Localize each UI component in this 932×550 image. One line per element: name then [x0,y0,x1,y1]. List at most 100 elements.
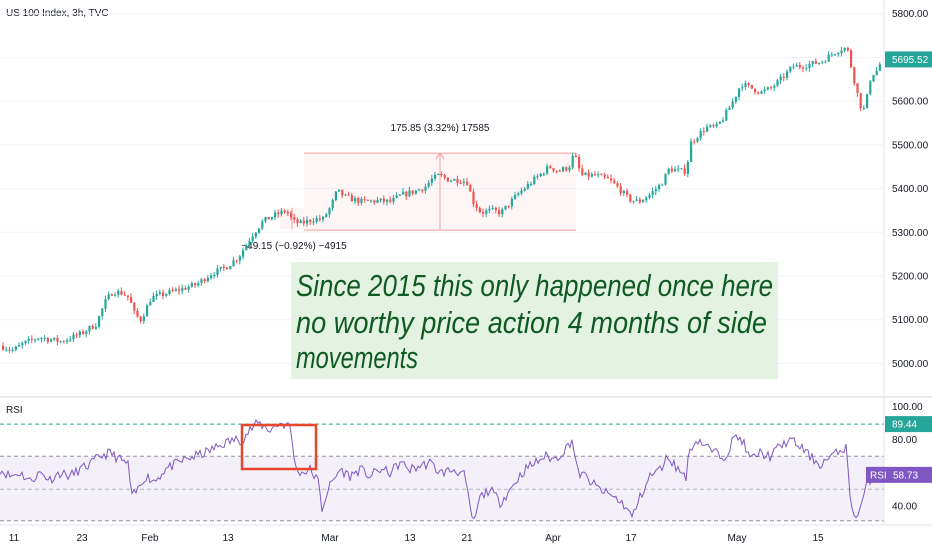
candle-body [264,217,267,222]
candle-body [763,89,766,92]
candle-body [549,166,552,169]
candle-body [357,198,360,204]
candle-body [296,219,299,223]
candle-body [120,290,123,295]
candle-body [866,94,869,108]
candle-body [136,310,139,317]
candle-body [235,260,238,262]
annotation-line-1: Since 2015 this only happened once here [296,268,773,303]
candle-body [139,316,142,322]
candle-body [600,174,603,176]
candle-body [190,283,193,287]
candle-body [501,209,504,215]
candle-body [520,190,523,194]
candle-body [14,346,17,350]
candle-body [683,168,686,174]
time-tick-label: Mar [321,533,339,544]
candle-body [482,212,485,214]
candle-body [78,331,81,336]
candle-body [280,210,283,215]
candle-body [606,176,609,179]
candle-body [434,174,437,179]
candle-body [597,174,600,176]
annotation-line-3: movements [296,340,418,375]
candle-body [779,76,782,81]
candle-body [437,174,440,176]
candle-body [210,275,213,278]
candle-body [267,217,270,220]
candle-body [350,195,353,202]
candle-body [114,294,117,296]
candle-body [181,287,184,291]
candle-body [254,232,257,237]
candle-body [98,316,101,327]
candle-body [283,210,286,212]
candle-body [392,197,395,202]
candle-body [414,190,417,194]
candle-body [738,88,741,97]
candle-body [757,92,760,94]
candle-body [325,214,328,217]
candle-body [146,305,149,317]
candle-body [11,349,14,351]
candle-body [610,178,613,181]
candle-body [315,218,318,222]
candle-body [398,194,401,196]
candle-body [859,93,862,109]
time-tick-label: Feb [141,533,159,544]
annotation-box: Since 2015 this only happened once here … [291,262,778,379]
candle-body [229,266,232,270]
rsi-highlight-box [240,423,318,471]
rsi-current-tag [866,466,932,483]
candle-body [578,156,581,169]
candle-body [798,65,801,68]
candle-body [302,220,305,224]
rsi-band [0,456,884,521]
candle-body [741,87,744,89]
candle-body [405,191,408,197]
candle-body [706,126,709,132]
candle-body [34,339,37,341]
candle-body [424,186,427,191]
candle-body [638,199,641,203]
candle-body [725,110,728,121]
measure-down-label-bg [248,236,340,254]
candle-body [75,334,78,336]
candle-body [587,172,590,177]
candle-body [344,194,347,196]
candle-body [411,190,414,194]
candle-body [821,61,824,63]
candle-body [293,217,296,220]
candle-body [72,334,75,340]
price-tick-label: 5000.00 [892,359,929,370]
candle-body [728,107,731,111]
candle-body [462,181,465,184]
candle-body [43,337,46,339]
candle-body [747,83,750,85]
candle-body [786,71,789,78]
price-tick-label: 5300.00 [892,228,929,239]
candle-body [616,183,619,187]
rsi-pane [0,418,885,522]
candle-body [510,198,513,207]
candle-body [334,191,337,201]
candle-body [184,287,187,290]
rsi-tick-label: 40.00 [892,501,917,512]
candle-body [469,185,472,192]
candle-body [824,61,827,63]
candle-body [760,91,763,94]
candle-body [475,204,478,209]
candle-body [370,200,373,202]
annotation-line-2: no worthy price action 4 months of side [296,305,767,340]
candle-body [853,67,856,84]
candle-body [85,331,88,334]
candle-body [440,174,443,176]
candle-body [200,279,203,283]
candle-body [837,53,840,55]
candle-body [686,161,689,174]
candle-body [834,54,837,56]
candle-body [418,189,421,191]
candle-body [846,47,849,51]
candle-body [814,61,817,64]
